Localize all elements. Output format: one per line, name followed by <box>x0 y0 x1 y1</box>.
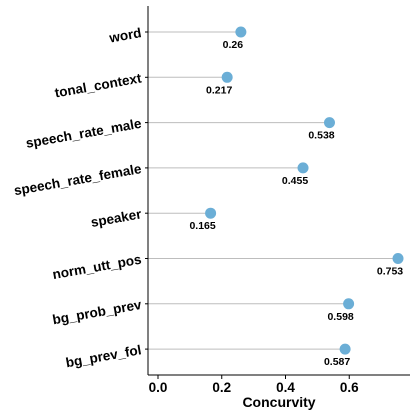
x-tick-label: 0.6 <box>340 380 359 395</box>
category-label-word: word <box>107 25 142 46</box>
x-tick-label: 0.0 <box>149 380 168 395</box>
x-ticks-group: 0.0 0.2 0.4 0.6 <box>149 375 359 395</box>
point-bg_prob_prev <box>343 298 355 310</box>
x-axis-title: Concurvity <box>242 394 315 410</box>
category-label-speech_rate_female: speech_rate_female <box>13 161 143 198</box>
stems-group <box>145 31 399 350</box>
value-label-norm_utt_pos: 0.753 <box>377 266 403 278</box>
category-label-speaker: speaker <box>90 206 144 230</box>
point-tonal_context <box>221 71 233 83</box>
value-label-speech_rate_female: 0.455 <box>282 175 308 187</box>
category-label-bg_prev_fol: bg_prev_fol <box>65 342 143 370</box>
x-tick-label: 0.2 <box>212 380 231 395</box>
category-label-bg_prob_prev: bg_prob_prev <box>51 297 143 327</box>
points-group <box>205 26 404 355</box>
value-label-word: 0.26 <box>223 39 244 51</box>
value-labels-group: 0.26 0.217 0.538 0.455 0.165 0.753 0.598 0.587 <box>189 39 403 368</box>
value-label-bg_prob_prev: 0.598 <box>327 311 353 323</box>
point-word <box>235 26 247 38</box>
category-labels-group: word tonal_context speech_rate_male speech_… <box>13 25 143 370</box>
category-label-speech_rate_male: speech_rate_male <box>25 116 143 151</box>
point-speaker <box>205 207 217 219</box>
category-label-norm_utt_pos: norm_utt_pos <box>51 252 142 282</box>
point-speech_rate_female <box>297 162 309 174</box>
point-speech_rate_male <box>323 117 335 129</box>
category-label-tonal_context: tonal_context <box>53 70 143 100</box>
value-label-bg_prev_fol: 0.587 <box>324 356 350 368</box>
value-label-tonal_context: 0.217 <box>206 84 232 96</box>
axes-group <box>147 6 410 376</box>
point-bg_prev_fol <box>339 343 351 355</box>
value-label-speech_rate_male: 0.538 <box>308 130 334 142</box>
value-label-speaker: 0.165 <box>189 220 215 232</box>
point-norm_utt_pos <box>392 253 404 264</box>
x-tick-label: 0.4 <box>276 380 295 395</box>
